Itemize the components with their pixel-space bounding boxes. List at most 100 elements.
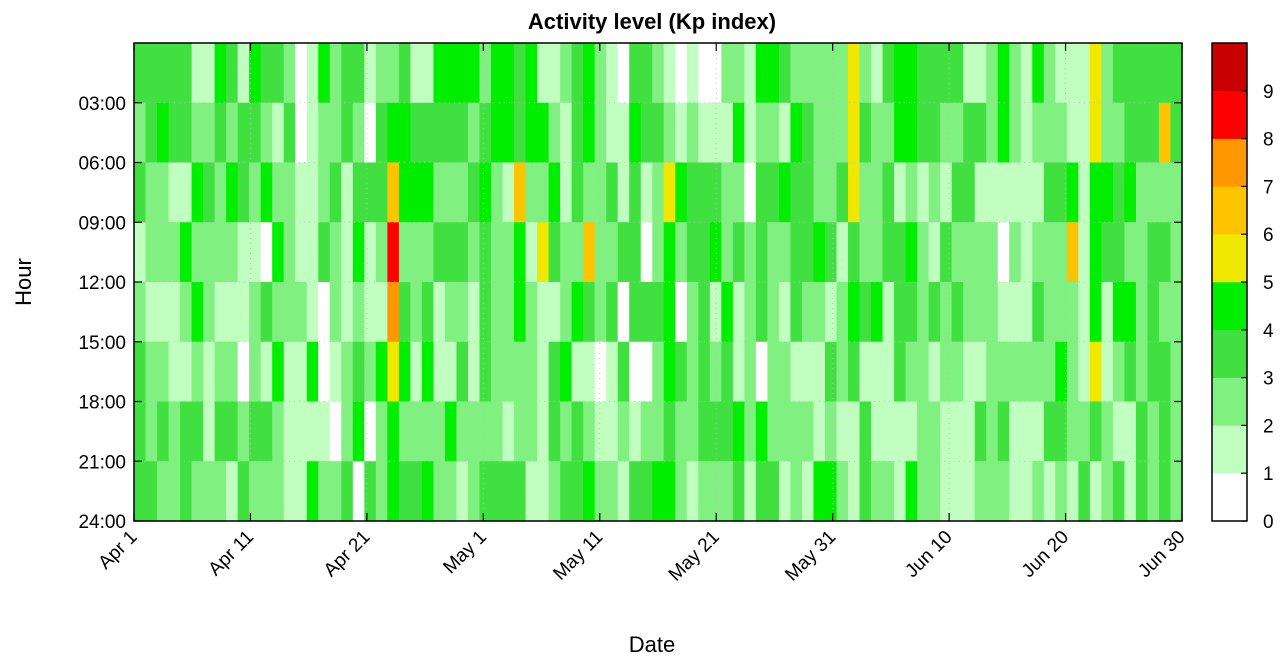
heatmap-cell [318, 461, 331, 522]
heatmap-cell [1101, 461, 1114, 522]
colorbar-segment [1212, 473, 1247, 522]
heatmap-cell [1135, 222, 1149, 283]
heatmap-cell [675, 461, 688, 522]
heatmap-cell [180, 401, 193, 462]
heatmap-cell [583, 461, 596, 522]
heatmap-cell [410, 401, 423, 462]
heatmap-cell [801, 162, 815, 223]
heatmap-cell [824, 222, 838, 283]
heatmap-cell [617, 43, 630, 104]
heatmap-cell [617, 461, 630, 522]
heatmap-cell [295, 461, 308, 522]
heatmap-cell [675, 222, 688, 283]
heatmap-cell [1043, 341, 1056, 403]
heatmap-cell [341, 43, 354, 104]
heatmap-cell [663, 401, 676, 462]
heatmap-cell [514, 162, 527, 223]
heatmap-cell [905, 282, 918, 343]
heatmap-cell [928, 43, 941, 104]
heatmap-cell [456, 401, 469, 462]
heatmap-cell [214, 43, 227, 104]
heatmap-cell [514, 102, 527, 164]
heatmap-cell [479, 43, 492, 104]
heatmap-cell [375, 461, 388, 522]
heatmap-cell [686, 102, 699, 164]
heatmap-cell [387, 102, 400, 164]
heatmap-cell [801, 222, 815, 283]
heatmap-cell [652, 401, 665, 462]
heatmap-cell [157, 401, 170, 462]
heatmap-cell [560, 102, 573, 164]
heatmap-cell [698, 282, 711, 343]
heatmap-cell [629, 401, 642, 462]
heatmap-cell [203, 102, 216, 164]
heatmap-cell [1135, 102, 1149, 164]
heatmap-cell [1043, 461, 1056, 522]
heatmap-cell [1158, 282, 1172, 343]
heatmap-cell [652, 222, 665, 283]
heatmap-cell [168, 222, 181, 283]
heatmap-cell [318, 43, 331, 104]
heatmap-cell [721, 341, 734, 403]
heatmap-cell [894, 222, 907, 283]
heatmap-cell [537, 461, 550, 522]
heatmap-cell [548, 162, 561, 223]
heatmap-cell [1066, 162, 1079, 223]
heatmap-cell [882, 162, 895, 223]
heatmap-cell [1089, 222, 1102, 283]
heatmap-cell [675, 401, 688, 462]
x-tick-label: May 11 [549, 527, 607, 585]
x-tick-label: Apr 21 [320, 527, 374, 581]
heatmap-cell [617, 401, 630, 462]
heatmap-cell [755, 341, 769, 403]
heatmap-cell [1124, 401, 1137, 462]
x-tick-label: May 31 [781, 527, 840, 586]
heatmap-cell [974, 102, 987, 164]
heatmap-cell [1078, 401, 1091, 462]
heatmap-cell [951, 341, 964, 403]
heatmap-cell [974, 162, 987, 223]
heatmap-cell [479, 282, 492, 343]
heatmap-cell [398, 461, 411, 522]
heatmap-cell [744, 102, 757, 164]
heatmap-cell [525, 282, 538, 343]
heatmap-cell [157, 102, 170, 164]
heatmap-cell [732, 162, 745, 223]
colorbar-segment [1212, 186, 1247, 235]
heatmap-cell [410, 461, 423, 522]
heatmap-cell [214, 162, 227, 223]
heatmap-cell [329, 102, 342, 164]
heatmap-cell [871, 461, 884, 522]
colorbar-segment [1212, 329, 1247, 378]
heatmap-cell [1158, 341, 1172, 403]
heatmap-cell [525, 162, 538, 223]
heatmap-cell [1020, 461, 1033, 522]
heatmap-cell [1078, 282, 1091, 343]
heatmap-cell [226, 401, 239, 462]
heatmap-cell [801, 43, 815, 104]
heatmap-cell [502, 43, 515, 104]
heatmap-cell [778, 461, 792, 522]
heatmap-cell [260, 102, 273, 164]
heatmap-cell [1158, 162, 1172, 223]
heatmap-cell [652, 162, 665, 223]
heatmap-cell [375, 401, 388, 462]
heatmap-cell [283, 282, 296, 343]
heatmap-cell [1055, 222, 1068, 283]
heatmap-cell [375, 102, 388, 164]
heatmap-cell [905, 102, 918, 164]
heatmap-cell [1135, 43, 1149, 104]
heatmap-cell [1112, 282, 1126, 343]
heatmap-cell [456, 282, 469, 343]
heatmap-cell [801, 282, 815, 343]
heatmap-cell [398, 43, 411, 104]
heatmap-cell [191, 401, 204, 462]
heatmap-cell [1135, 162, 1149, 223]
heatmap-cell [848, 282, 861, 343]
heatmap-cell [1066, 102, 1079, 164]
heatmap-cell [306, 341, 319, 403]
heatmap-cell [917, 282, 930, 343]
heatmap-cell [295, 401, 308, 462]
heatmap-cell [329, 461, 342, 522]
heatmap-cell [1078, 43, 1091, 104]
